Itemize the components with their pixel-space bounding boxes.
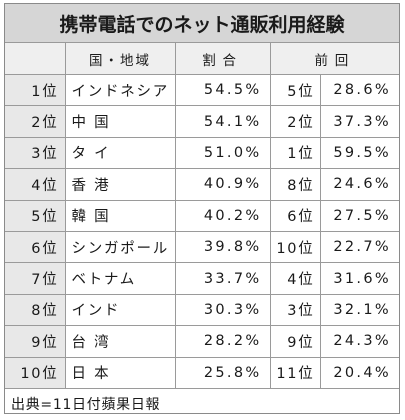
rank-cell: 7位 [5,262,66,295]
rank-cell: 1位 [5,73,66,107]
previous-rank-cell: 8位 [269,168,321,201]
previous-rank-cell: 4位 [269,262,321,295]
previous-ratio-cell: 31.6% [319,262,400,295]
previous-ratio-cell: 27.5% [319,199,400,232]
ranking-table-frame: 携帯電話でのネット通販利用経験 国・地域 割合 前回 1位 インドネシア 54.5%… [4,3,400,420]
table-row: 7位 ベトナム 33.7% 4位 31.6% [5,262,400,295]
country-cell: タ イ [64,136,176,170]
rank-cell: 8位 [5,293,66,327]
ratio-cell: 28.2% [174,325,271,358]
ranking-table: 携帯電話でのネット通販利用経験 国・地域 割合 前回 1位 インドネシア 54.5%… [5,4,400,420]
previous-ratio-cell: 59.5% [319,136,400,170]
ratio-cell: 54.5% [174,73,271,107]
previous-rank-cell: 3位 [269,293,321,327]
ratio-cell: 39.8% [174,230,271,264]
previous-ratio-cell: 24.6% [319,168,400,201]
ratio-cell: 25.8% [174,356,271,389]
rank-header-cell [5,42,66,75]
previous-rank-cell: 10位 [269,230,321,264]
ratio-cell: 40.2% [174,199,271,232]
previous-rank-cell: 6位 [269,199,321,232]
country-cell: ベトナム [64,262,176,295]
previous-ratio-cell: 20.4% [319,356,400,389]
country-cell: インド [64,293,176,327]
table-row: 10位日 本 25.8% 11位 20.4% [5,356,400,389]
rank-cell: 4位 [5,168,66,201]
previous-ratio-cell: 22.7% [319,230,400,264]
previous-rank-cell: 11位 [269,356,321,389]
ratio-cell: 30.3% [174,293,271,327]
previous-rank-cell: 1位 [269,136,321,170]
previous-rank-cell: 5位 [269,73,321,107]
country-cell: 日 本 [64,356,176,389]
country-cell: 香 港 [64,168,176,201]
previous-ratio-cell: 37.3% [319,105,400,138]
table-row: 6位 シンガポール 39.8% 10位 22.7% [5,230,400,264]
rank-cell: 6位 [5,230,66,264]
table-row: 5位韓 国 40.2% 6位 27.5% [5,199,400,232]
rank-cell: 5位 [5,199,66,232]
ratio-cell: 40.9% [174,168,271,201]
table-row: 1位 インドネシア 54.5% 5位 28.6% [5,73,400,107]
ratio-cell: 51.0% [174,136,271,170]
table-body: 1位 インドネシア 54.5% 5位 28.6% 2位中 国 54.1% 2位 37.3% 3位タ… [5,73,400,389]
table-row: 4位香 港 40.9% 8位 24.6% [5,168,400,201]
table-row: 9位台 湾 28.2% 9位 24.3% [5,325,400,358]
table-row: 2位中 国 54.1% 2位 37.3% [5,105,400,138]
previous-rank-cell: 2位 [269,105,321,138]
ratio-header: 割合 [174,42,271,75]
country-header: 国・地域 [64,42,176,75]
table-row: 3位タ イ 51.0% 1位 59.5% [5,136,400,170]
previous-rank-cell: 9位 [269,325,321,358]
previous-ratio-cell: 32.1% [319,293,400,327]
rank-cell: 10位 [5,356,66,389]
source-note: 出典=11日付蘋果日報 [5,387,400,420]
country-cell: 台 湾 [64,325,176,358]
rank-cell: 9位 [5,325,66,358]
rank-cell: 2位 [5,105,66,138]
table-row: 8位 インド 30.3% 3位 32.1% [5,293,400,327]
previous-header: 前回 [269,42,400,75]
country-cell: シンガポール [64,230,176,264]
country-cell: インドネシア [64,73,176,107]
ratio-cell: 54.1% [174,105,271,138]
previous-ratio-cell: 24.3% [319,325,400,358]
country-cell: 韓 国 [64,199,176,232]
country-cell: 中 国 [64,105,176,138]
ratio-cell: 33.7% [174,262,271,295]
table-title: 携帯電話でのネット通販利用経験 [5,4,400,43]
previous-ratio-cell: 28.6% [319,73,400,107]
rank-cell: 3位 [5,136,66,170]
